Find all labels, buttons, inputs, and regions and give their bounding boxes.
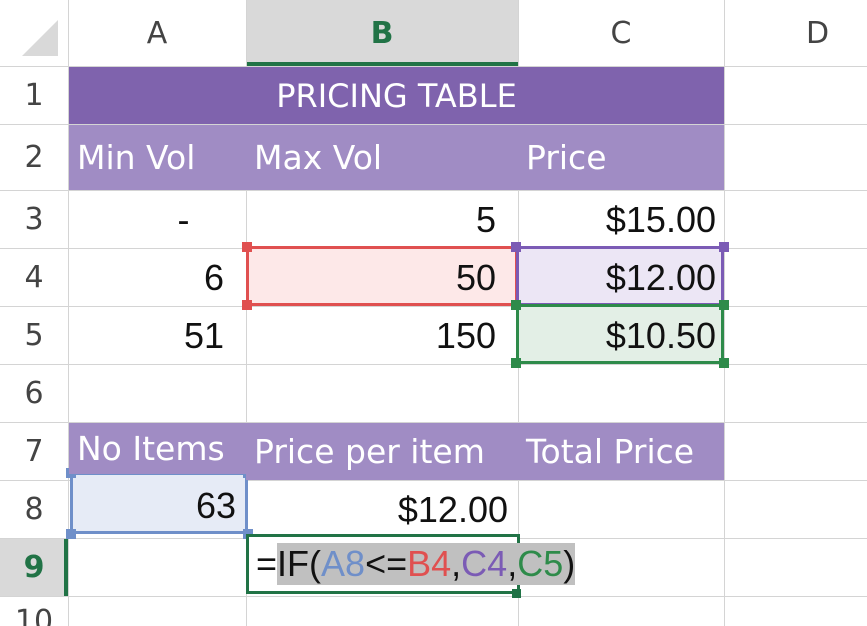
cell-b4[interactable]: 50 <box>455 256 496 298</box>
grid-line <box>724 0 725 626</box>
header-price-per-item[interactable]: Price per item <box>246 423 518 480</box>
cell-c4[interactable]: $12.00 <box>605 256 716 298</box>
formula-function: IF( <box>277 543 322 585</box>
grid-line <box>0 124 867 125</box>
row-header-7[interactable]: 7 <box>0 422 68 480</box>
formula-editor[interactable]: = IF(A8 <= B4, C4, C5) <box>256 542 576 586</box>
cell-a8[interactable]: 63 <box>195 485 236 526</box>
row-header-1[interactable]: 1 <box>0 66 68 124</box>
ref-handle[interactable] <box>66 529 76 539</box>
grid-line <box>0 190 867 191</box>
reference-c5-highlight <box>516 304 724 364</box>
pricing-table-title[interactable]: PRICING TABLE <box>69 67 724 124</box>
formula-operator: <= <box>365 543 408 585</box>
grid-line <box>0 306 867 307</box>
cell-a4[interactable]: 6 <box>203 256 224 298</box>
grid-line <box>68 0 69 626</box>
ref-handle[interactable] <box>511 242 521 252</box>
fill-handle[interactable] <box>512 589 521 598</box>
header-total-price[interactable]: Total Price <box>518 423 724 480</box>
row-header-5[interactable]: 5 <box>0 306 68 364</box>
row-header-2[interactable]: 2 <box>0 124 68 190</box>
ref-handle[interactable] <box>719 242 729 252</box>
cell-b5[interactable]: 150 <box>435 314 496 356</box>
column-header-c[interactable]: C <box>518 0 724 66</box>
formula-equals: = <box>256 543 278 584</box>
header-max-vol[interactable]: Max Vol <box>246 125 518 190</box>
cell-a3[interactable]: - <box>177 198 190 240</box>
column-header-b[interactable]: B <box>246 0 518 66</box>
cell-c5[interactable]: $10.50 <box>605 314 716 356</box>
grid-line <box>0 596 867 597</box>
ref-handle[interactable] <box>511 358 521 368</box>
row-header-10[interactable]: 10 <box>0 596 68 626</box>
grid-line <box>0 66 867 67</box>
ref-handle[interactable] <box>511 300 521 310</box>
row-header-3[interactable]: 3 <box>0 190 68 248</box>
ref-handle[interactable] <box>242 242 252 252</box>
reference-a8-highlight <box>70 472 248 534</box>
header-price[interactable]: Price <box>518 125 724 190</box>
formula-ref-a8: A8 <box>321 543 366 585</box>
column-header-d[interactable]: D <box>724 0 867 66</box>
cell-a5[interactable]: 51 <box>183 314 224 356</box>
row-header-8[interactable]: 8 <box>0 480 68 538</box>
grid-line <box>246 0 247 626</box>
formula-comma: , <box>507 543 518 585</box>
grid-line <box>0 480 867 481</box>
formula-close-paren: ) <box>563 543 576 585</box>
formula-comma: , <box>451 543 462 585</box>
row-header-4[interactable]: 4 <box>0 248 68 306</box>
row-header-9[interactable]: 9 <box>0 538 68 596</box>
ref-handle[interactable] <box>719 358 729 368</box>
formula-ref-b4: B4 <box>407 543 452 585</box>
formula-ref-c5: C5 <box>517 543 564 585</box>
header-min-vol[interactable]: Min Vol <box>69 125 246 190</box>
reference-b4-highlight <box>246 246 518 306</box>
ref-handle[interactable] <box>242 300 252 310</box>
cell-b3[interactable]: 5 <box>475 198 496 240</box>
grid-line <box>0 364 867 365</box>
header-no-items[interactable]: No Items <box>69 423 246 474</box>
cell-c3[interactable]: $15.00 <box>605 198 716 240</box>
select-all-triangle-icon <box>22 20 58 56</box>
cell-b8[interactable]: $12.00 <box>397 488 508 530</box>
column-header-a[interactable]: A <box>68 0 246 66</box>
ref-handle[interactable] <box>719 300 729 310</box>
row-header-6[interactable]: 6 <box>0 364 68 422</box>
formula-ref-c4: C4 <box>461 543 508 585</box>
select-all-corner[interactable] <box>0 0 68 66</box>
grid-line <box>0 422 867 423</box>
